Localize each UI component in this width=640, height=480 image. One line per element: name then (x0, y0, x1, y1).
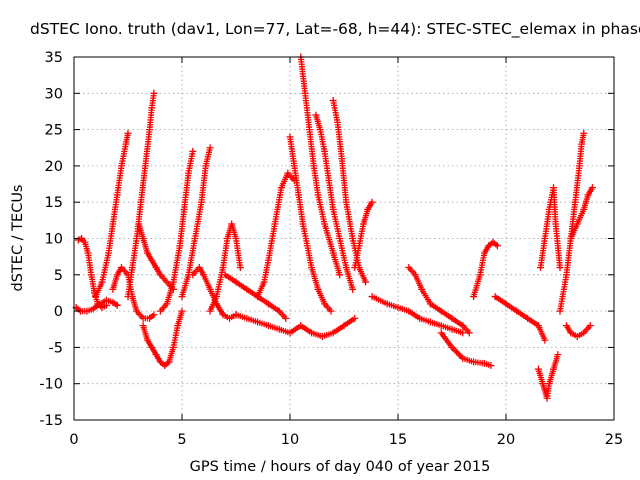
y-tick-label: 35 (45, 50, 63, 66)
data-point (113, 301, 121, 309)
x-tick-label: 10 (281, 432, 299, 448)
series-trace (470, 238, 501, 301)
data-point (336, 271, 344, 279)
y-tick-label: 25 (45, 123, 63, 139)
series-trace (312, 111, 357, 293)
series-trace (206, 220, 244, 315)
data-point (124, 129, 132, 137)
data-point (89, 305, 97, 313)
data-point (282, 314, 290, 322)
series-trace (254, 169, 298, 301)
axis-ticks: 0 5 10 15 20 25 -15 -10 -5 0 5 10 15 20 25 30 35 (39, 50, 623, 448)
x-tick-label: 20 (497, 432, 515, 448)
series-trace (286, 133, 335, 315)
series-trace (297, 53, 344, 279)
series-trace (562, 322, 594, 341)
y-tick-label: 15 (45, 195, 63, 211)
data-point (541, 336, 549, 344)
data-point (487, 362, 495, 370)
data-point (178, 307, 186, 315)
series-trace (178, 144, 214, 301)
series-trace (351, 198, 376, 272)
series-trace (534, 351, 562, 402)
series-trace (124, 89, 158, 301)
y-tick-label: -5 (49, 340, 63, 356)
y-tick-label: -10 (39, 377, 63, 393)
data-point (493, 242, 501, 250)
y-axis-label: dSTEC / TECUs (10, 185, 26, 292)
series-trace (72, 296, 121, 315)
data-point (189, 147, 197, 155)
y-tick-label: 0 (54, 304, 63, 320)
data-point (236, 264, 244, 272)
data-point (465, 329, 473, 337)
data-point (580, 129, 588, 137)
data-point (368, 198, 376, 206)
data-point (362, 278, 370, 286)
data-point (150, 311, 158, 319)
data-point (586, 322, 594, 330)
data-point (448, 343, 456, 351)
chart-title: dSTEC Iono. truth (dav1, Lon=77, Lat=-68… (30, 20, 640, 39)
series-trace (92, 129, 132, 301)
series-trace (556, 129, 588, 315)
series-trace (297, 314, 359, 341)
series-trace (139, 307, 186, 370)
data-point (349, 285, 357, 293)
series-trace (405, 264, 473, 337)
series-trace (437, 329, 495, 370)
x-tick-label: 25 (605, 432, 623, 448)
series-trace (189, 264, 240, 322)
data-point (206, 144, 214, 152)
data-point (554, 351, 562, 359)
series-trace (491, 293, 549, 344)
y-tick-label: -15 (39, 413, 63, 429)
data-marks (72, 53, 596, 402)
series-trace (232, 311, 305, 337)
y-tick-label: 5 (54, 268, 63, 284)
data-point (150, 89, 158, 97)
x-tick-label: 5 (177, 432, 186, 448)
data-point (556, 264, 564, 272)
data-point (351, 314, 359, 322)
y-tick-label: 20 (45, 159, 63, 175)
x-tick-label: 0 (69, 432, 78, 448)
x-axis-label: GPS time / hours of day 040 of year 2015 (190, 459, 491, 475)
data-point (327, 307, 335, 315)
y-tick-label: 10 (45, 232, 63, 248)
series-trace (135, 220, 177, 293)
y-tick-label: 30 (45, 86, 63, 102)
series-trace (567, 184, 596, 242)
x-tick-label: 15 (389, 432, 407, 448)
data-point (588, 184, 596, 192)
series-trace (537, 184, 564, 272)
series-trace (156, 147, 197, 315)
data-point (459, 329, 467, 337)
grid (74, 57, 614, 420)
series-trace (368, 293, 467, 337)
